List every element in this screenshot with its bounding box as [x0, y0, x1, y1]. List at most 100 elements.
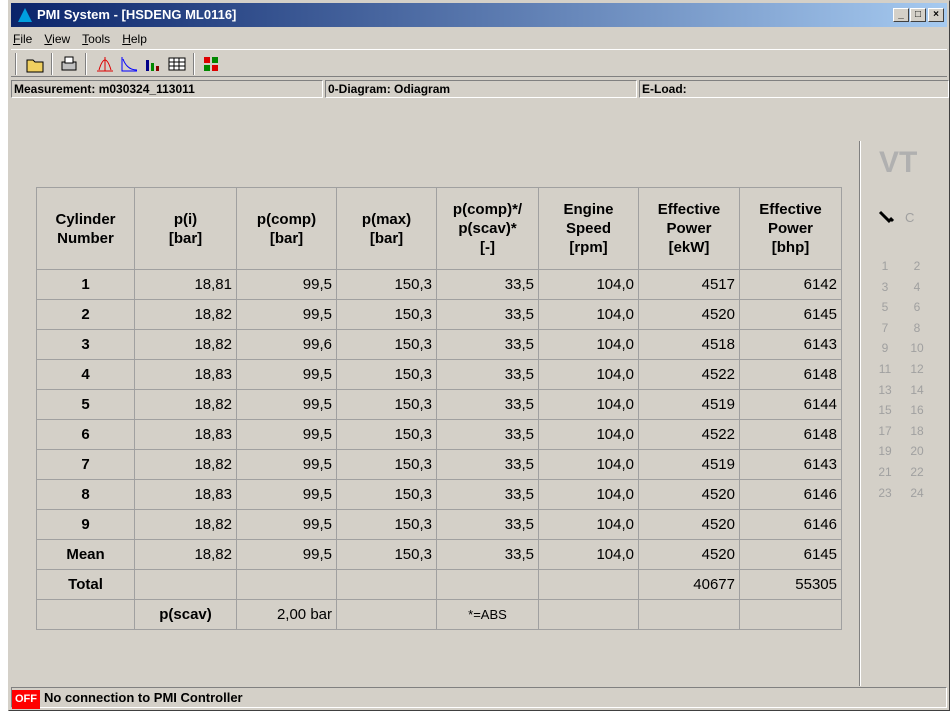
- cell: 6146: [739, 509, 842, 540]
- table-row: 3 18,82 99,6 150,3 33,5 104,0 4518 6143: [36, 329, 842, 360]
- empty-cell: [336, 599, 437, 630]
- empty-cell: [336, 569, 437, 600]
- cell: 2: [36, 299, 135, 330]
- cell: 33,5: [436, 359, 539, 390]
- table-row: 5 18,82 99,5 150,3 33,5 104,0 4519 6144: [36, 389, 842, 420]
- header-line: [bar]: [369, 229, 404, 247]
- header-line: Speed: [565, 220, 611, 237]
- header-cell: Cylinder Number: [36, 187, 135, 270]
- header-cell: Engine Speed [rpm]: [538, 187, 639, 270]
- cylinder-number[interactable]: 16: [910, 403, 924, 418]
- cell: 4520: [638, 539, 740, 570]
- window: PMI System - [HSDENG ML0116] _ □ × File V…: [8, 0, 950, 711]
- cell: 4: [36, 359, 135, 390]
- table-row: 8 18,83 99,5 150,3 33,5 104,0 4520 6146: [36, 479, 842, 510]
- header-line: Effective: [759, 201, 822, 218]
- cylinder-number[interactable]: 22: [910, 465, 924, 479]
- close-button[interactable]: ×: [928, 8, 944, 22]
- menu-item[interactable]: View: [44, 32, 71, 46]
- cylinder-number[interactable]: 21: [878, 465, 892, 479]
- cell: 4519: [638, 449, 740, 480]
- table-row: 1 18,81 99,5 150,3 33,5 104,0 4517 6142: [36, 269, 842, 300]
- cell: 18,83: [134, 419, 237, 450]
- diagram-button[interactable]: [95, 54, 115, 74]
- cell: 150,3: [336, 389, 437, 420]
- menu-item[interactable]: File: [13, 32, 33, 46]
- cell: p(scav): [134, 599, 237, 630]
- menu-item[interactable]: Tools: [82, 32, 111, 46]
- cell: 150,3: [336, 449, 437, 480]
- cylinder-number[interactable]: 17: [878, 423, 892, 438]
- cylinder-number[interactable]: 14: [910, 382, 924, 397]
- cylinder-number[interactable]: 1: [881, 259, 889, 273]
- cylinders-button[interactable]: [201, 54, 221, 74]
- logo: VT: [879, 146, 918, 179]
- cylinder-number[interactable]: 13: [878, 382, 892, 397]
- header-cell: Effective Power [bhp]: [739, 187, 842, 270]
- cylinder-number[interactable]: 8: [913, 320, 921, 335]
- cell: 6148: [739, 359, 842, 390]
- window-title: PMI System - [HSDENG ML0116]: [37, 7, 237, 22]
- cylinder-number[interactable]: 9: [881, 341, 889, 356]
- cylinder-number[interactable]: 2: [913, 259, 921, 273]
- toolbar: [11, 49, 947, 77]
- curve-button[interactable]: [119, 54, 139, 74]
- print-button[interactable]: [59, 54, 79, 74]
- cell: 33,5: [436, 509, 539, 540]
- cylinder-number[interactable]: 10: [910, 341, 924, 356]
- cell: 99,5: [236, 419, 337, 450]
- header-cell: p(comp) [bar]: [236, 187, 337, 270]
- cell: 99,5: [236, 539, 337, 570]
- cylinder-number[interactable]: 23: [878, 485, 892, 500]
- table-row: 6 18,83 99,5 150,3 33,5 104,0 4522 6148: [36, 419, 842, 450]
- empty-cell: [236, 569, 337, 600]
- cylinder-number[interactable]: 15: [878, 403, 892, 418]
- empty-cell: [436, 569, 539, 600]
- cylinder-number[interactable]: 19: [878, 444, 892, 459]
- open-button[interactable]: [25, 54, 45, 74]
- minimize-button[interactable]: _: [893, 8, 909, 22]
- results-table: Cylinder Number p(i) [bar] p(comp) [bar] p(max…: [36, 187, 842, 630]
- cell: 99,5: [236, 359, 337, 390]
- cell: 33,5: [436, 299, 539, 330]
- status-bar: OFF No connection to PMI Controller: [11, 687, 947, 709]
- table-row: 4 18,83 99,5 150,3 33,5 104,0 4522 6148: [36, 359, 842, 390]
- wrench-icon: [878, 210, 895, 224]
- menu-item[interactable]: Help: [122, 32, 147, 46]
- cell: 150,3: [336, 509, 437, 540]
- cylinder-number[interactable]: 18: [910, 423, 924, 438]
- cylinder-number[interactable]: 11: [878, 362, 892, 376]
- table-button[interactable]: [167, 54, 187, 74]
- cylinder-number[interactable]: 6: [913, 300, 921, 315]
- cell: 150,3: [336, 479, 437, 510]
- cylinder-number[interactable]: 5: [881, 300, 889, 315]
- cell: 18,83: [134, 359, 237, 390]
- header-cell: Effective Power [ekW]: [638, 187, 740, 270]
- cell: 99,5: [236, 299, 337, 330]
- header-row: Cylinder Number p(i) [bar] p(comp) [bar] p(max…: [36, 187, 842, 270]
- bar-button[interactable]: [143, 54, 163, 74]
- cell: 6143: [739, 449, 842, 480]
- cell: 6: [36, 419, 135, 450]
- cell: 18,82: [134, 539, 237, 570]
- header-line: Power: [666, 220, 712, 237]
- cylinder-number[interactable]: 20: [910, 444, 924, 459]
- cylinder-number[interactable]: 4: [913, 279, 921, 294]
- cell: 104,0: [538, 329, 639, 360]
- cylinder-number[interactable]: 7: [881, 320, 889, 335]
- header-line: p(comp)*/: [452, 201, 523, 218]
- app-icon: [18, 8, 32, 22]
- header-line: Power: [767, 220, 813, 237]
- cylinder-number[interactable]: 3: [881, 279, 889, 294]
- cell: Mean: [36, 539, 135, 570]
- cell: 8: [36, 479, 135, 510]
- maximize-button[interactable]: □: [910, 8, 926, 22]
- cell: 99,5: [236, 479, 337, 510]
- title-bar: PMI System - [HSDENG ML0116] _ □ ×: [11, 3, 947, 27]
- cell: 40677: [638, 569, 740, 600]
- cylinder-number[interactable]: 24: [910, 485, 924, 500]
- cylinder-number[interactable]: 12: [910, 362, 924, 376]
- cell: 4517: [638, 269, 740, 300]
- cell: 150,3: [336, 329, 437, 360]
- cell: 4519: [638, 389, 740, 420]
